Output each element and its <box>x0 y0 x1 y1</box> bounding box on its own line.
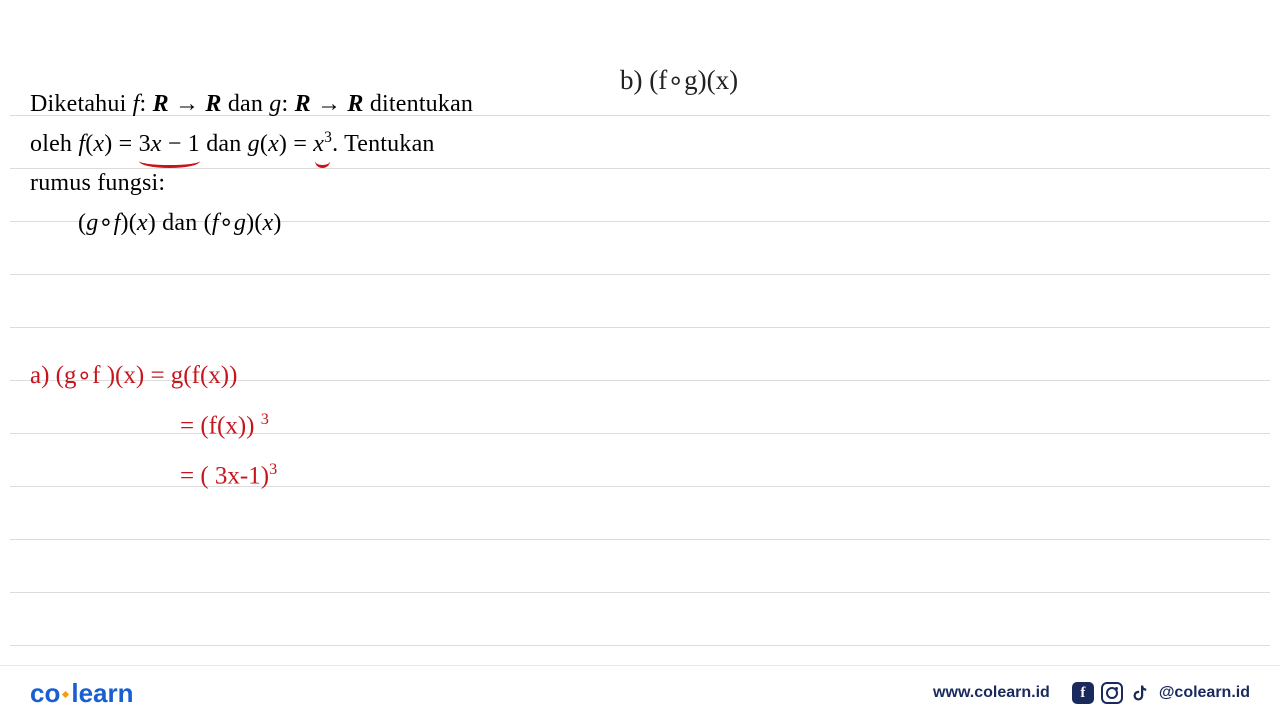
ruled-line <box>10 274 1270 275</box>
text: ) = <box>104 131 138 157</box>
var-f: f <box>133 91 140 117</box>
problem-line-1: Diketahui f: R → R dan g: R → R ditentuk… <box>30 85 590 125</box>
set-R: R <box>295 91 311 117</box>
var-g: g <box>86 210 98 236</box>
compose: ∘ <box>98 210 113 236</box>
tiktok-icon[interactable] <box>1130 682 1152 704</box>
var-x: x <box>313 131 324 157</box>
text: = (f(x)) <box>180 412 261 439</box>
problem-statement: Diketahui f: R → R dan g: R → R ditentuk… <box>30 85 590 243</box>
ruled-line <box>10 645 1270 646</box>
colearn-logo: colearn <box>30 678 134 709</box>
problem-line-3: rumus fungsi: <box>30 164 590 204</box>
text: ditentukan <box>364 91 474 117</box>
text: ( <box>260 131 268 157</box>
arrow: → <box>311 91 348 117</box>
solution-part-a: a) (g∘f )(x) = g(f(x)) = (f(x)) 3 = ( 3x… <box>30 360 590 511</box>
text: ) <box>273 210 281 236</box>
exponent: 3 <box>261 410 269 428</box>
text: . Tentukan <box>332 131 435 157</box>
var-g: g <box>234 210 246 236</box>
var-x: x <box>151 131 162 157</box>
var-f: f <box>212 210 219 236</box>
footer-handle[interactable]: @colearn.id <box>1159 684 1250 702</box>
logo-learn: learn <box>71 678 133 708</box>
text: : <box>282 91 295 117</box>
ruled-line <box>10 592 1270 593</box>
handwriting-b: b) (f∘g)(x) <box>620 65 738 95</box>
var-g: g <box>248 131 260 157</box>
text: )( <box>121 210 137 236</box>
set-R: R <box>153 91 169 117</box>
arrow: → <box>169 91 206 117</box>
set-R: R <box>205 91 221 117</box>
text: − 1 <box>162 131 200 157</box>
page-content: Diketahui f: R → R dan g: R → R ditentuk… <box>0 0 1280 665</box>
var-x: x <box>268 131 279 157</box>
solution-line-3: = ( 3x-1)3 <box>180 460 590 490</box>
var-x: x <box>263 210 274 236</box>
text: ) = <box>279 131 313 157</box>
solution-line-2: = (f(x)) 3 <box>180 410 590 440</box>
ruled-line <box>10 539 1270 540</box>
logo-co: co <box>30 678 60 708</box>
text: 3 <box>139 131 151 157</box>
footer-right: www.colearn.id f @colearn.id <box>933 682 1250 704</box>
text: dan <box>200 131 248 157</box>
set-R: R <box>347 91 363 117</box>
text: ) dan ( <box>148 210 212 236</box>
text: : <box>140 91 153 117</box>
compose: ∘ <box>219 210 234 236</box>
text: Diketahui <box>30 91 133 117</box>
facebook-icon[interactable]: f <box>1072 682 1094 704</box>
social-icons: f @colearn.id <box>1072 682 1250 704</box>
text: oleh <box>30 131 78 157</box>
var-f: f <box>114 210 121 236</box>
solution-line-1: a) (g∘f )(x) = g(f(x)) <box>30 360 590 390</box>
exponent: 3 <box>324 129 332 146</box>
text: dan <box>222 91 270 117</box>
footer-url[interactable]: www.colearn.id <box>933 684 1050 702</box>
text: )( <box>246 210 262 236</box>
text: ( <box>78 210 86 236</box>
var-x: x <box>93 131 104 157</box>
footer: colearn www.colearn.id f @colearn.id <box>0 665 1280 720</box>
annotation-part-b: b) (f∘g)(x) <box>620 65 1220 96</box>
var-x: x <box>137 210 148 236</box>
var-g: g <box>269 91 281 117</box>
problem-line-4: (g∘f)(x) dan (f∘g)(x) <box>78 204 590 244</box>
text: = ( 3x-1) <box>180 463 269 490</box>
exponent: 3 <box>269 460 277 478</box>
ruled-line <box>10 327 1270 328</box>
problem-line-2: oleh f(x) = 3x − 1 dan g(x) = x3. Tentuk… <box>30 125 590 165</box>
instagram-icon[interactable] <box>1101 682 1123 704</box>
logo-dot-icon <box>62 691 69 698</box>
